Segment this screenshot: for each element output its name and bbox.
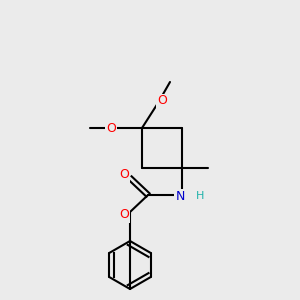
Text: O: O	[119, 169, 129, 182]
Text: O: O	[119, 208, 129, 221]
Text: O: O	[106, 122, 116, 136]
Text: O: O	[157, 94, 167, 107]
Text: N: N	[175, 190, 185, 202]
Text: H: H	[196, 191, 204, 201]
